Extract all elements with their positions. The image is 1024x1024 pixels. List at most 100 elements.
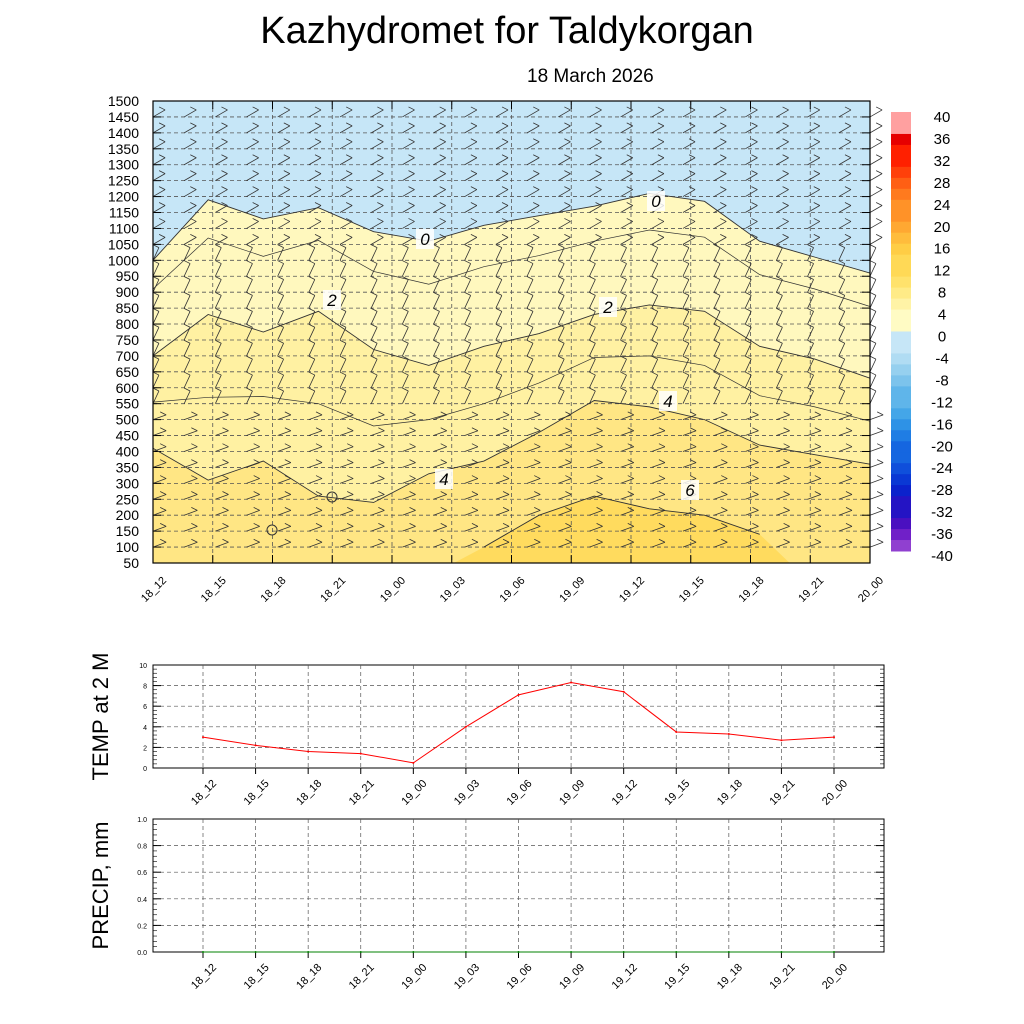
wind-barb-feather (222, 443, 229, 448)
wind-barb (589, 541, 603, 548)
y-axis-label: PRECIP, mm (88, 822, 113, 950)
wind-barb (308, 141, 322, 150)
wind-barb-feather (557, 339, 565, 344)
wind-barb-feather (222, 475, 229, 479)
wind-barb-feather (471, 443, 479, 448)
wind-barb (246, 173, 259, 182)
wind-barb (745, 189, 758, 197)
wind-barb-feather (534, 459, 541, 463)
wind-barb (651, 125, 665, 134)
wind-barb-feather (838, 323, 845, 328)
wind-barb (713, 109, 727, 118)
wind-barb (464, 125, 478, 134)
colorbar-swatch (891, 309, 911, 322)
wind-barb-feather (222, 491, 229, 495)
wind-barb (277, 430, 291, 436)
wind-barb-feather (159, 491, 167, 495)
wind-barb (558, 510, 572, 516)
wind-barb-feather (626, 218, 633, 222)
wind-barb (682, 205, 696, 213)
data-point (202, 736, 204, 739)
wind-barb (308, 247, 316, 261)
wind-barb-feather (526, 355, 534, 360)
wind-barb-feather (807, 292, 814, 296)
wind-barb-feather (869, 260, 877, 264)
wind-barb-feather (308, 307, 315, 312)
wind-barb-feather (721, 411, 728, 416)
wind-barb (183, 358, 191, 372)
wind-barb-feather (246, 323, 253, 328)
wind-barb (869, 462, 884, 468)
contour-line-3 (152, 355, 871, 427)
wind-barb (682, 109, 696, 118)
wind-barb (744, 263, 752, 277)
contour-label-bg (681, 480, 699, 500)
wind-barb (558, 541, 572, 548)
wind-barb-feather (657, 186, 665, 190)
wind-barb (869, 327, 877, 341)
wind-barb-feather (564, 170, 571, 175)
wind-barb (246, 446, 260, 452)
wind-barb-feather (713, 339, 721, 344)
wind-barb-feather (658, 411, 666, 416)
wind-barb-feather (370, 260, 378, 264)
wind-barb (277, 343, 284, 357)
wind-barb-feather (657, 170, 665, 175)
wind-barb-feather (221, 170, 228, 175)
wind-barb (745, 205, 758, 213)
colorbar-swatch (891, 166, 911, 179)
wind-barb (682, 295, 690, 309)
wind-barb-feather (533, 106, 540, 111)
wind-barb (433, 525, 447, 532)
wind-barb-feather (596, 443, 603, 448)
wind-barb-feather (838, 371, 845, 376)
wind-barb (152, 247, 160, 261)
wind-barb-feather (626, 202, 633, 206)
wind-barb-feather (339, 244, 347, 248)
wind-barb-feather (689, 443, 697, 448)
wind-barb (713, 510, 728, 516)
wind-barb (776, 173, 789, 182)
data-point (307, 951, 310, 953)
wind-barb-feather (533, 170, 540, 175)
colorbar-swatch (891, 496, 911, 508)
wind-barb-feather (215, 355, 222, 360)
wind-barb (402, 125, 415, 134)
wind-barb (433, 295, 440, 309)
wind-barb (869, 279, 877, 293)
wind-barb-feather (191, 459, 198, 463)
wind-barb-feather (215, 339, 222, 344)
data-point (412, 951, 415, 953)
wind-barb-feather (565, 522, 572, 527)
wind-barb (495, 494, 510, 500)
wind-barb-feather (682, 387, 690, 392)
wind-barb-feather (502, 507, 510, 511)
wind-barb (433, 390, 440, 404)
wind-barb-feather (470, 186, 478, 190)
wind-barb (152, 525, 167, 532)
wind-barb-feather (470, 138, 478, 143)
wind-barb (620, 263, 627, 277)
wind-barb-feather (159, 443, 167, 448)
wind-barb-feather (277, 371, 284, 376)
y-tick-label: 200 (116, 507, 140, 523)
wind-barb-feather (721, 538, 728, 543)
x-tick-label: 18_12 (189, 962, 219, 992)
wind-barb-feather (159, 475, 167, 479)
wind-barb (464, 494, 479, 500)
wind-barb-feather (464, 339, 471, 344)
wind-barb-feather (682, 292, 690, 296)
wind-barb-feather (651, 307, 658, 312)
wind-barb (308, 430, 323, 436)
wind-barb (589, 221, 602, 229)
wind-barb-feather (222, 507, 229, 511)
wind-barb (215, 430, 229, 436)
wind-barb-feather (308, 292, 315, 296)
wind-barb (526, 374, 534, 388)
wind-barb (869, 173, 883, 182)
wind-barb (807, 295, 814, 309)
wind-barb-feather (246, 371, 253, 376)
wind-barb (869, 141, 883, 150)
wind-barb (713, 414, 728, 420)
